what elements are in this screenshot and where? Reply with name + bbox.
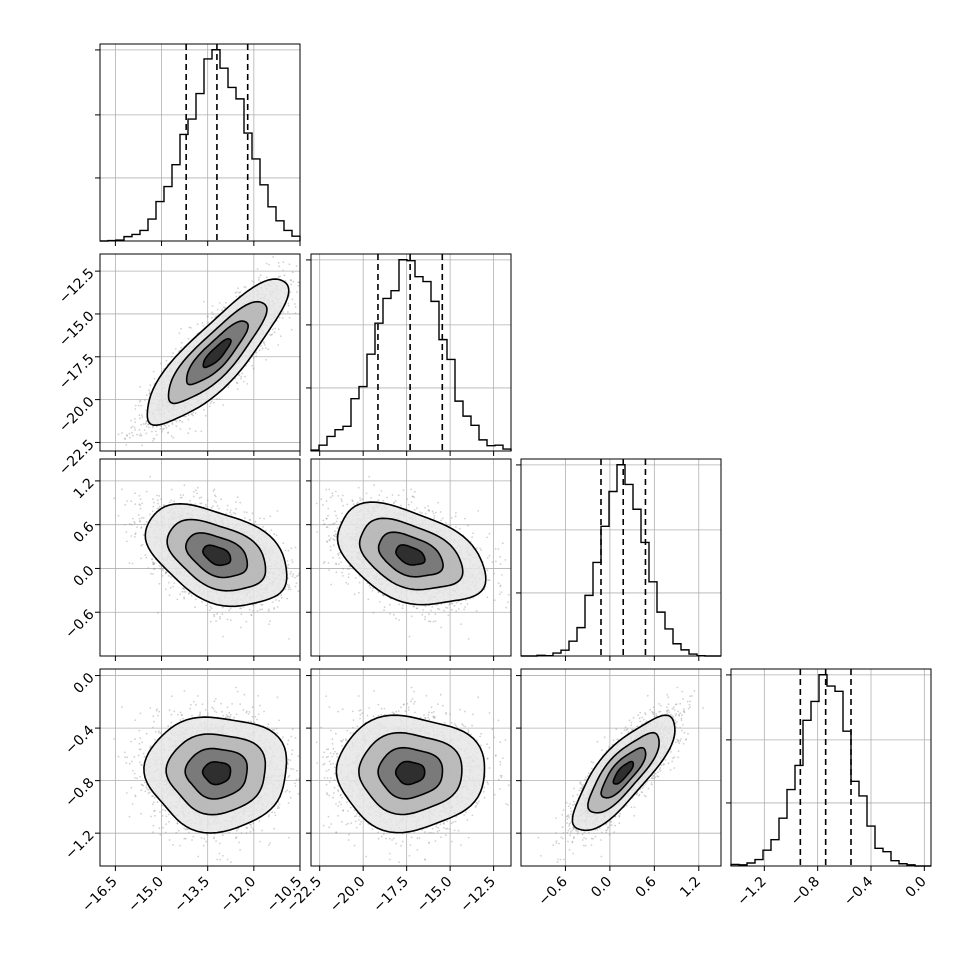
histogram-step [521,464,721,657]
contour-line [201,761,232,786]
histogram-step [310,259,512,451]
panel-frame [99,668,301,867]
contour-line [571,714,676,832]
y-tick-label: −1.2 [62,828,97,863]
panel-frame [310,458,512,657]
y-tick-label: −0.6 [62,607,97,642]
contour-line [600,746,647,799]
density-fill [395,761,425,785]
histogram-step [100,49,301,242]
panel-frame [99,43,301,242]
contour-line [144,502,288,608]
contour-line [165,733,267,816]
x-tick-label: 0.0 [903,874,930,901]
x-tick-label: −20.0 [327,874,369,916]
y-tick-label: −17.5 [56,351,98,393]
x-tick-label: −13.5 [171,874,213,916]
x-tick-label: −1.2 [734,874,769,909]
contour-line [377,531,444,578]
y-tick-label: 1.2 [71,475,98,502]
panel-frame [99,253,301,452]
contour-line [395,544,426,566]
x-tick-label: −16.5 [79,874,121,916]
contour-line [587,731,660,814]
density-fill [613,761,634,784]
density-fill [203,338,231,368]
panel-frame [520,458,722,657]
contour-line [202,544,232,567]
contour-line [358,517,464,591]
contour-line [184,747,249,800]
x-tick-label: −0.4 [841,874,876,909]
x-tick-label: −17.5 [370,874,412,916]
panel-frame [99,458,301,657]
y-tick-label: 0.6 [71,519,98,546]
contour-line [167,300,268,405]
x-tick-label: 0.6 [633,874,660,901]
y-tick-label: −0.8 [62,775,97,810]
density-fill [202,761,231,785]
y-tick-label: 0.0 [71,563,98,590]
contour-line [377,746,444,800]
x-tick-label: 1.2 [677,874,704,901]
contour-line [394,760,426,786]
contour-line [335,714,486,834]
x-tick-label: 0.0 [588,874,615,901]
y-tick-label: −22.5 [56,437,98,479]
contour-line [336,501,487,606]
x-tick-label: −0.6 [536,874,571,909]
x-tick-label: −12.5 [457,874,499,916]
contour-line [143,716,288,834]
contour-line [166,518,267,592]
contour-line [612,760,635,785]
x-tick-label: −15.0 [414,874,456,916]
contour-line [358,731,463,816]
contour-line [146,278,290,427]
y-tick-label: −15.0 [56,308,98,350]
panel-frame [730,668,932,867]
x-tick-label: −0.8 [788,874,823,909]
panel-frame [310,253,512,452]
contour-line [185,320,250,386]
contour-line [184,532,249,579]
x-tick-label: −12.0 [218,874,260,916]
y-tick-label: −12.5 [56,265,98,307]
contour-line [202,338,232,369]
x-tick-label: −15.0 [125,874,167,916]
y-tick-label: −0.4 [62,722,97,757]
panel-frame [310,668,512,867]
y-tick-label: 0.0 [71,670,98,697]
histogram-step [730,674,931,867]
y-tick-label: −20.0 [56,394,98,436]
panel-frame [520,668,722,867]
